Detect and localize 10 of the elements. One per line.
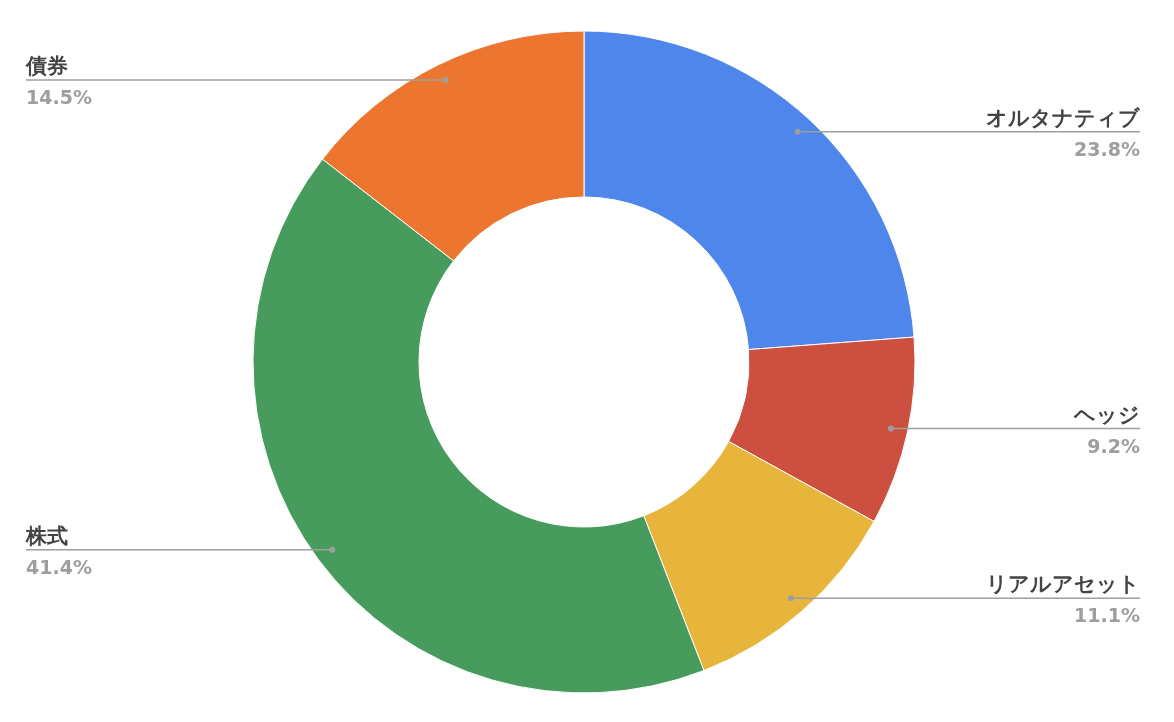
data-label: 23.8% <box>1074 137 1140 160</box>
data-label: 41.4% <box>26 555 92 578</box>
data-label: 14.5% <box>26 86 92 109</box>
slice-label: ヘッジ <box>1073 402 1140 427</box>
slice-label: リアルアセット <box>986 572 1140 597</box>
slice-label: 債券 <box>25 54 68 79</box>
slice-label: 株式 <box>25 523 68 548</box>
data-label: 9.2% <box>1087 434 1140 457</box>
data-label: 11.1% <box>1074 604 1140 627</box>
slice-label: オルタナティブ <box>986 105 1141 130</box>
